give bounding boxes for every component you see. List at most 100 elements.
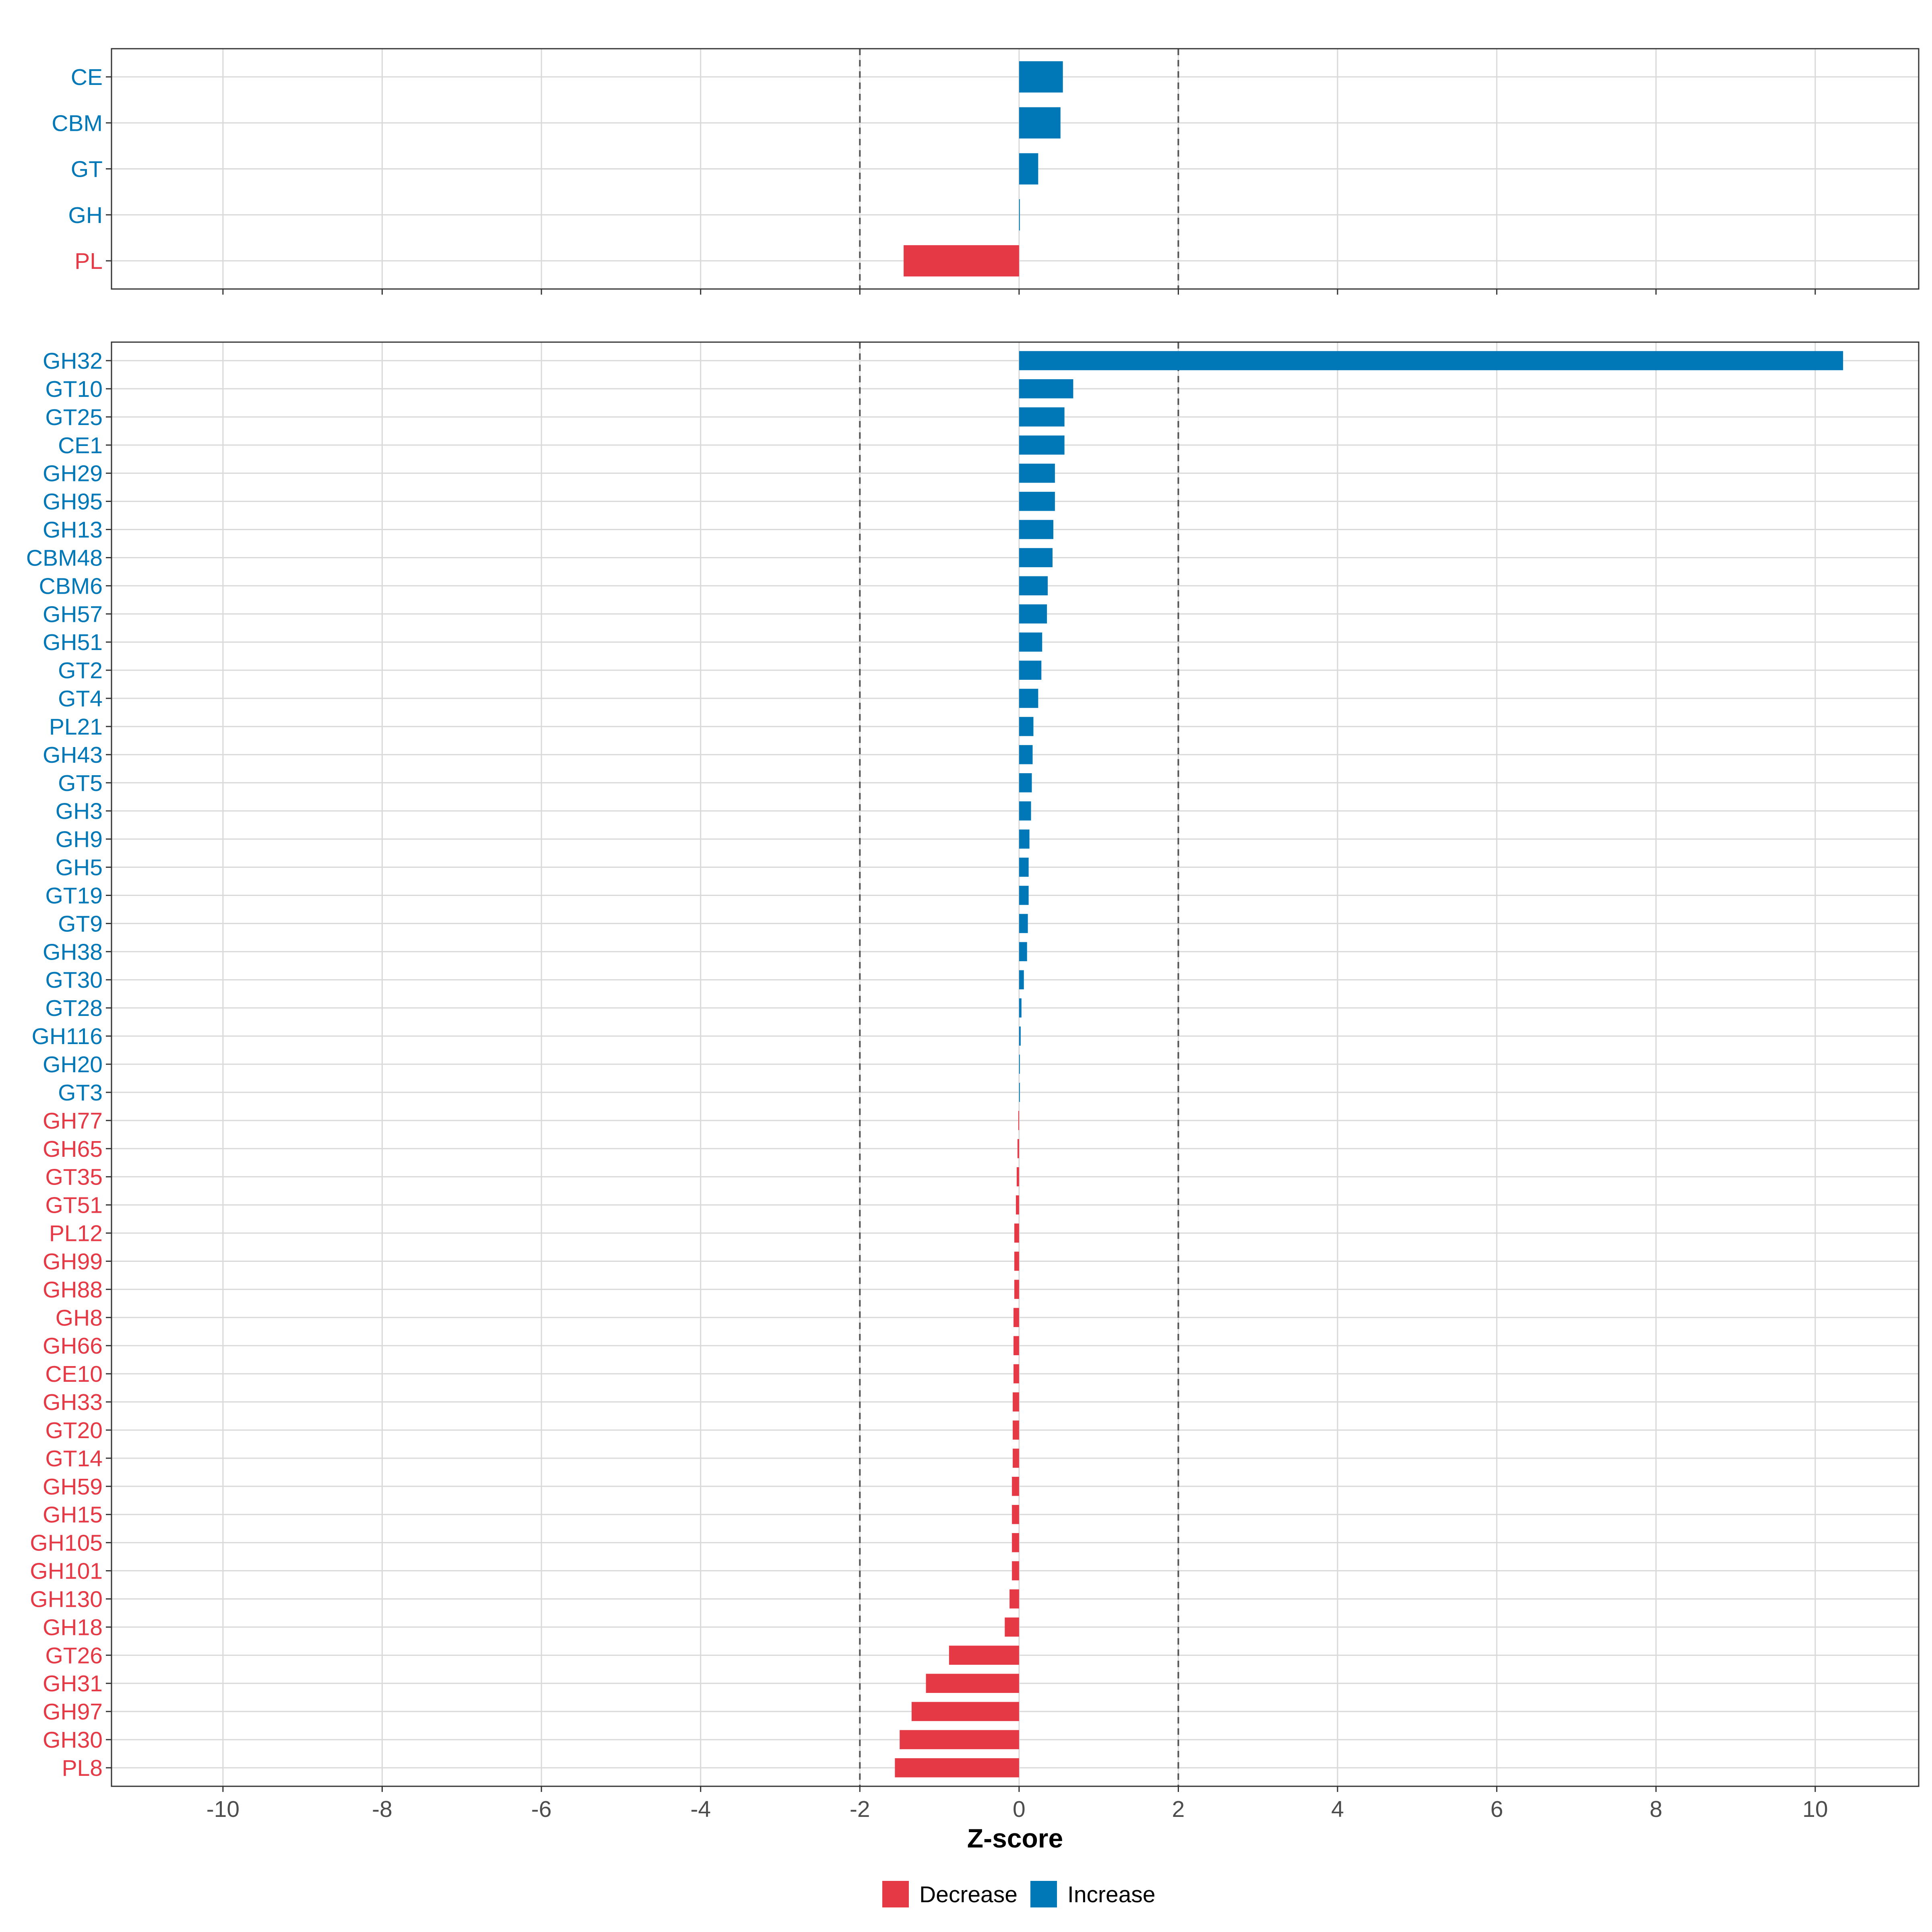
category-label: GH101 [30,1558,103,1584]
bar-CE1 [1019,435,1065,455]
category-label: CE10 [45,1361,103,1387]
category-label: GH66 [43,1333,103,1359]
bar-GT30 [1019,970,1024,990]
category-label: GT2 [58,658,103,683]
bar-GH105 [1012,1533,1019,1552]
category-label: GT51 [45,1193,103,1218]
category-label: GH9 [56,827,103,852]
class-panel: CE CBM GT GH PL [52,48,1920,295]
category-label: GH32 [43,348,103,374]
category-label: GH3 [56,799,103,824]
category-label: CBM6 [39,573,103,599]
x-tick-label: 4 [1331,1796,1344,1822]
bar-GH116 [1019,1026,1021,1046]
bar-GT19 [1019,886,1029,905]
bar-GH20 [1019,1055,1020,1074]
category-label: GT [71,157,103,182]
bar-GT51 [1016,1195,1019,1215]
bar-GH29 [1019,463,1055,483]
category-label: GH30 [43,1727,103,1753]
x-axis-title: Z-score [967,1823,1063,1853]
bar-GT20 [1013,1420,1019,1440]
category-label: GH20 [43,1052,103,1077]
category-label: GH38 [43,939,103,965]
category-label: GT3 [58,1080,103,1106]
bar-GT25 [1019,407,1065,427]
category-label: GH51 [43,630,103,655]
bar-GH77 [1018,1111,1019,1130]
x-tick-label: -8 [372,1796,392,1822]
x-tick-label: 6 [1490,1796,1503,1822]
bar-GT [1019,153,1038,185]
legend-swatch-decrease [882,1881,909,1907]
bar-GT10 [1019,379,1073,398]
x-tick-label: 10 [1802,1796,1828,1822]
category-label: PL12 [49,1221,103,1247]
category-label: GT10 [45,376,103,402]
category-label: GH77 [43,1108,103,1134]
bar-PL12 [1014,1223,1019,1243]
bar-GH57 [1019,604,1047,624]
bar-CE10 [1013,1364,1019,1383]
legend: Decrease Increase [882,1881,1156,1907]
legend-label-decrease: Decrease [919,1882,1018,1907]
category-label: GT5 [58,770,103,796]
category-label: GT4 [58,686,103,712]
category-label: GH43 [43,742,103,768]
x-tick-label: 0 [1013,1796,1026,1822]
x-tick-label: 8 [1649,1796,1662,1822]
bar-GT26 [949,1645,1019,1665]
category-label: GH [68,202,103,228]
bar-GT9 [1019,914,1028,933]
bar-GH130 [1009,1589,1019,1609]
category-label: GT35 [45,1164,103,1190]
category-label: GT30 [45,967,103,993]
x-tick-label: -10 [206,1796,239,1822]
category-label: GH29 [43,461,103,487]
category-label: GH18 [43,1614,103,1640]
category-label: CBM [52,110,103,136]
category-label: GH5 [56,855,103,881]
category-label: GT20 [45,1418,103,1443]
category-label: GH105 [30,1530,103,1556]
bar-CBM6 [1019,576,1048,596]
category-label: GH15 [43,1502,103,1528]
bar-GH5 [1019,857,1029,877]
legend-label-increase: Increase [1067,1882,1156,1907]
bar-GH43 [1019,745,1033,764]
bar-GT14 [1013,1449,1019,1468]
bar-GH [1019,199,1020,231]
category-label: GT14 [45,1446,103,1472]
bar-GT2 [1019,661,1042,680]
category-label: GH116 [32,1024,103,1049]
category-label: GH99 [43,1249,103,1274]
bar-GH18 [1005,1617,1019,1637]
bar-GH3 [1019,801,1031,821]
bar-CBM [1019,107,1061,139]
category-label: GH130 [30,1586,103,1612]
bar-GT35 [1016,1167,1019,1187]
bar-CE [1019,61,1063,93]
category-label: GT9 [58,911,103,937]
category-label: PL [74,248,103,274]
category-label: GH33 [43,1389,103,1415]
category-label: GH97 [43,1699,103,1725]
category-label: GT28 [45,995,103,1021]
bar-GH65 [1017,1139,1019,1158]
category-label: PL21 [49,714,103,740]
x-tick-label: -4 [690,1796,711,1822]
bar-GT3 [1019,1083,1020,1102]
category-label: GH57 [43,601,103,627]
bar-GH95 [1019,491,1055,511]
category-label: GH88 [43,1277,103,1302]
category-label: GH8 [56,1305,103,1331]
bar-GH97 [911,1702,1019,1721]
category-label: GH13 [43,517,103,543]
bar-GH32 [1019,351,1843,370]
bar-GH66 [1013,1336,1019,1355]
bar-GH31 [926,1674,1019,1693]
bar-GH33 [1013,1392,1019,1412]
bar-GH38 [1019,942,1027,962]
